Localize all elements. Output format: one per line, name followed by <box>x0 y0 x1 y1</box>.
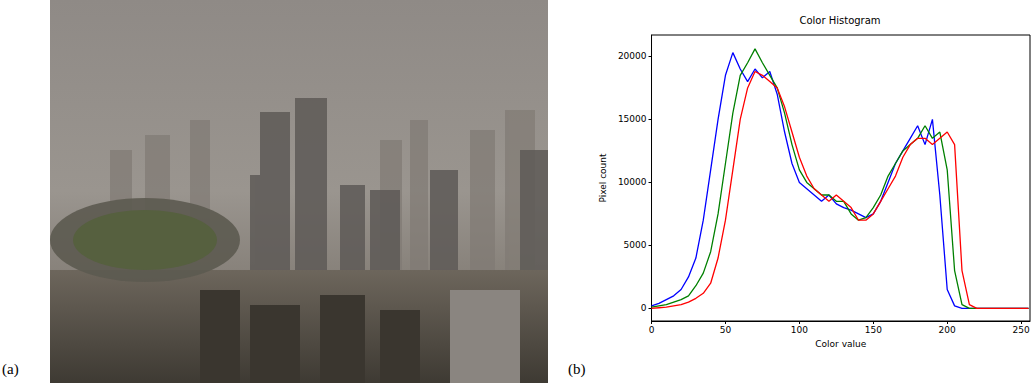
svg-text:5000: 5000 <box>624 240 647 250</box>
svg-text:150: 150 <box>865 325 882 335</box>
svg-text:Color value: Color value <box>815 339 866 349</box>
svg-text:250: 250 <box>1013 325 1030 335</box>
svg-text:15000: 15000 <box>618 114 647 124</box>
svg-text:0: 0 <box>649 325 655 335</box>
svg-text:50: 50 <box>720 325 732 335</box>
svg-text:Pixel count: Pixel count <box>598 153 608 203</box>
svg-text:200: 200 <box>939 325 956 335</box>
html-text:(b): (b) <box>568 361 586 377</box>
svg-text:20000: 20000 <box>618 51 647 61</box>
html-text:(a): (a) <box>2 361 19 377</box>
svg-text:0: 0 <box>641 303 647 313</box>
svg-text:10000: 10000 <box>618 177 647 187</box>
svg-text:Color Histogram: Color Histogram <box>799 15 880 26</box>
svg-text:100: 100 <box>791 325 808 335</box>
